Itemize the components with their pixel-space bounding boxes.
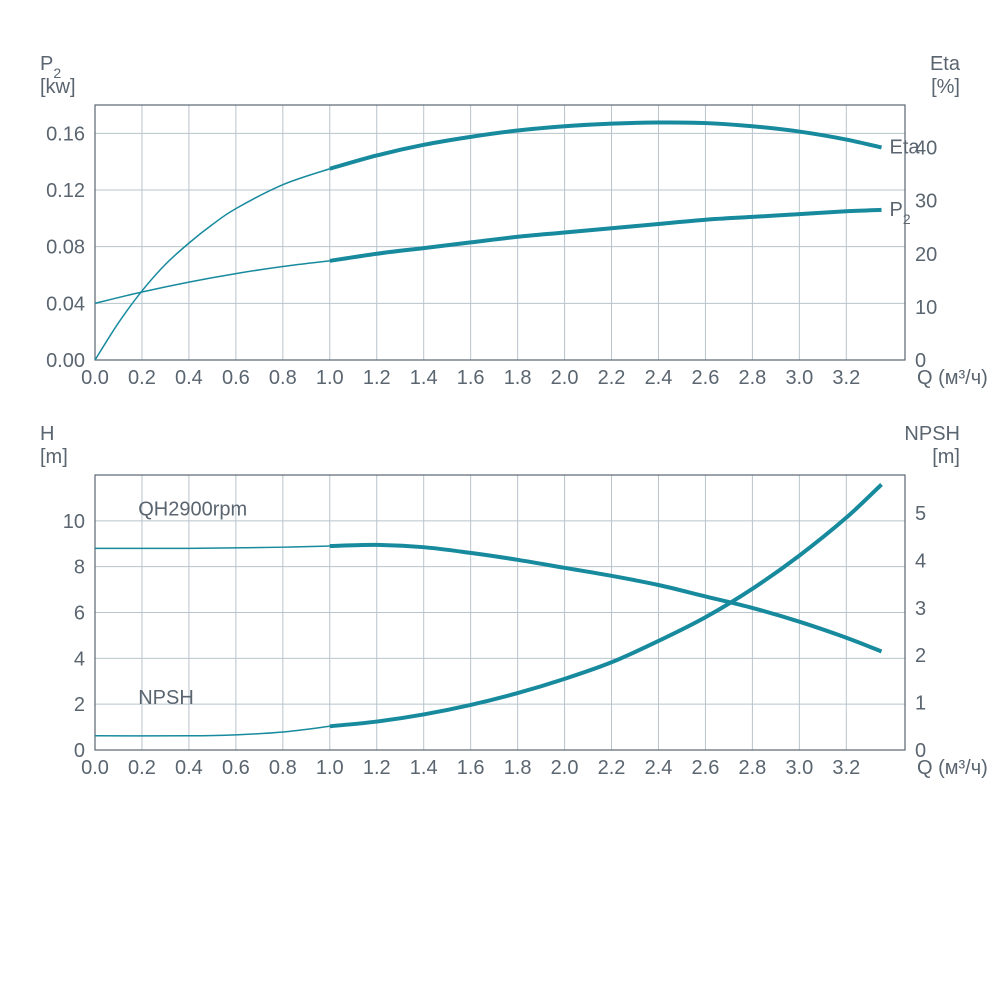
svg-text:0.12: 0.12 [46, 180, 85, 202]
svg-text:[m]: [m] [932, 446, 960, 468]
svg-text:0.6: 0.6 [222, 757, 250, 779]
svg-text:[kw]: [kw] [40, 76, 76, 98]
svg-text:0.04: 0.04 [46, 293, 85, 315]
svg-text:NPSH: NPSH [138, 687, 194, 709]
svg-text:0.2: 0.2 [128, 757, 156, 779]
svg-text:0.2: 0.2 [128, 367, 156, 389]
svg-text:Eta: Eta [890, 137, 921, 159]
svg-text:1.2: 1.2 [363, 367, 391, 389]
svg-text:3.0: 3.0 [785, 367, 813, 389]
svg-text:20: 20 [915, 244, 937, 266]
svg-text:0.00: 0.00 [46, 350, 85, 372]
svg-text:0: 0 [915, 350, 926, 372]
chart-container: 0.0 0.2 0.4 0.6 0.8 1.0 1.2 1.4 1.6 1.8 2.0 2.2 2.4 2… [0, 0, 1000, 1000]
svg-text:H: H [40, 423, 54, 445]
svg-text:2.4: 2.4 [645, 367, 673, 389]
svg-text:Q (м³/ч): Q (м³/ч) [917, 367, 988, 389]
svg-text:1.8: 1.8 [504, 367, 532, 389]
svg-text:2.2: 2.2 [598, 757, 626, 779]
svg-text:1.0: 1.0 [316, 757, 344, 779]
svg-text:2.0: 2.0 [551, 367, 579, 389]
svg-text:2.4: 2.4 [645, 757, 673, 779]
svg-text:6: 6 [74, 603, 85, 625]
svg-text:2.0: 2.0 [551, 757, 579, 779]
svg-text:P2: P2 [890, 199, 911, 227]
svg-text:[m]: [m] [40, 446, 68, 468]
svg-text:1: 1 [915, 693, 926, 715]
svg-text:0.16: 0.16 [46, 123, 85, 145]
svg-text:NPSH: NPSH [904, 423, 960, 445]
svg-text:3.2: 3.2 [832, 367, 860, 389]
svg-text:1.4: 1.4 [410, 367, 438, 389]
svg-text:1.6: 1.6 [457, 367, 485, 389]
svg-text:5: 5 [915, 503, 926, 525]
svg-text:2.6: 2.6 [692, 757, 720, 779]
svg-text:0.0: 0.0 [81, 367, 109, 389]
svg-text:0: 0 [74, 740, 85, 762]
svg-text:3: 3 [915, 598, 926, 620]
svg-text:8: 8 [74, 557, 85, 579]
svg-text:0.8: 0.8 [269, 367, 297, 389]
svg-text:2: 2 [74, 694, 85, 716]
svg-text:0.0: 0.0 [81, 757, 109, 779]
svg-text:0.4: 0.4 [175, 757, 203, 779]
svg-text:0.4: 0.4 [175, 367, 203, 389]
svg-text:QH2900rpm: QH2900rpm [138, 498, 247, 520]
svg-text:2.8: 2.8 [738, 367, 766, 389]
svg-text:2.2: 2.2 [598, 367, 626, 389]
svg-text:4: 4 [915, 550, 926, 572]
svg-text:10: 10 [63, 511, 85, 533]
svg-text:0: 0 [915, 740, 926, 762]
svg-text:1.6: 1.6 [457, 757, 485, 779]
svg-text:0.6: 0.6 [222, 367, 250, 389]
pump-curves-svg: 0.0 0.2 0.4 0.6 0.8 1.0 1.2 1.4 1.6 1.8 2.0 2.2 2.4 2… [0, 0, 1000, 1000]
svg-text:0.08: 0.08 [46, 237, 85, 259]
svg-text:1.0: 1.0 [316, 367, 344, 389]
svg-text:Q (м³/ч): Q (м³/ч) [917, 757, 988, 779]
svg-text:2.8: 2.8 [738, 757, 766, 779]
svg-text:2: 2 [915, 645, 926, 667]
svg-text:1.4: 1.4 [410, 757, 438, 779]
svg-text:3.2: 3.2 [832, 757, 860, 779]
svg-text:1.2: 1.2 [363, 757, 391, 779]
svg-text:[%]: [%] [931, 76, 960, 98]
svg-text:Eta: Eta [930, 53, 961, 75]
svg-text:3.0: 3.0 [785, 757, 813, 779]
svg-text:1.8: 1.8 [504, 757, 532, 779]
svg-text:0.8: 0.8 [269, 757, 297, 779]
svg-text:2.6: 2.6 [692, 367, 720, 389]
svg-text:30: 30 [915, 191, 937, 213]
svg-text:4: 4 [74, 648, 85, 670]
svg-text:10: 10 [915, 297, 937, 319]
